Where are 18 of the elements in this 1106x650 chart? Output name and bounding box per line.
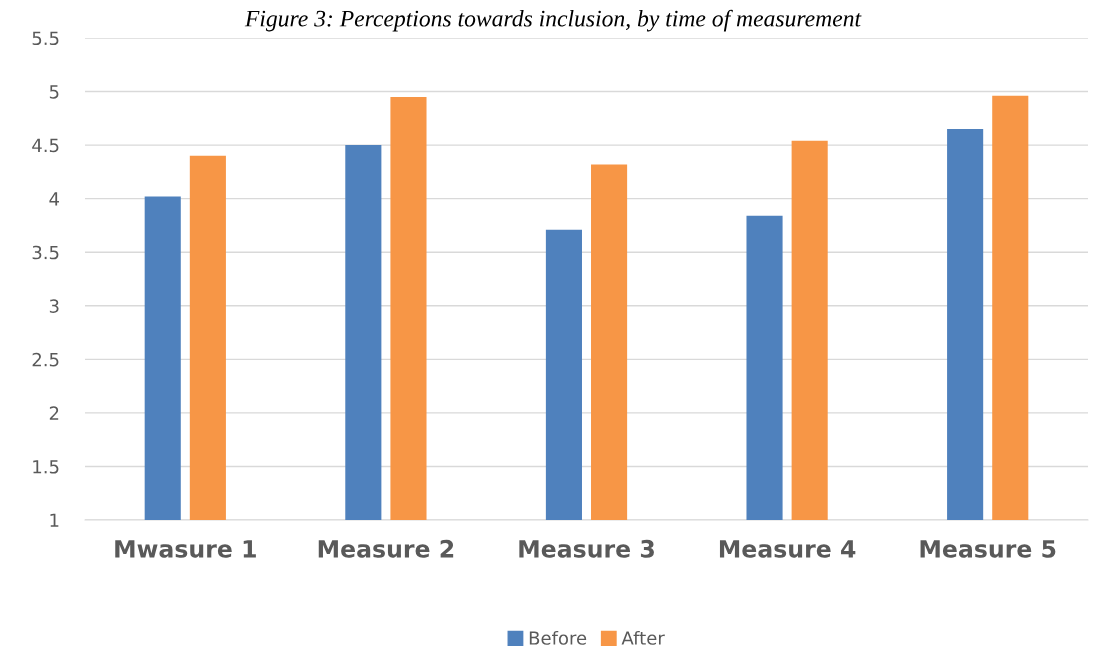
y-tick-label: 4.5 — [32, 138, 59, 153]
x-tick-label: Measure 4 — [719, 540, 856, 558]
x-tick-label: Measure 3 — [519, 539, 654, 558]
x-tick-label: Measure 2 — [318, 539, 454, 558]
y-tick-label: 5 — [49, 85, 59, 99]
y-tick-label: 4 — [49, 192, 59, 206]
chart-title: Figure 3: Perceptions towards inclusion, by time of measurement — [244, 9, 862, 32]
legend-label: Before — [529, 630, 587, 645]
y-tick-label: 3 — [49, 299, 59, 313]
x-tick-label: Measure 5 — [920, 540, 1056, 558]
y-tick-label: 2 — [49, 406, 59, 420]
y-tick-label: 2.5 — [32, 352, 59, 367]
y-tick-label: 3.5 — [32, 245, 59, 260]
x-tick-label: Mwasure 1 — [115, 540, 256, 558]
y-tick-label: 1 — [50, 513, 59, 527]
y-tick-label: 5.5 — [32, 31, 59, 46]
y-tick-label: 1.5 — [33, 460, 59, 474]
legend-label: After — [621, 630, 665, 645]
